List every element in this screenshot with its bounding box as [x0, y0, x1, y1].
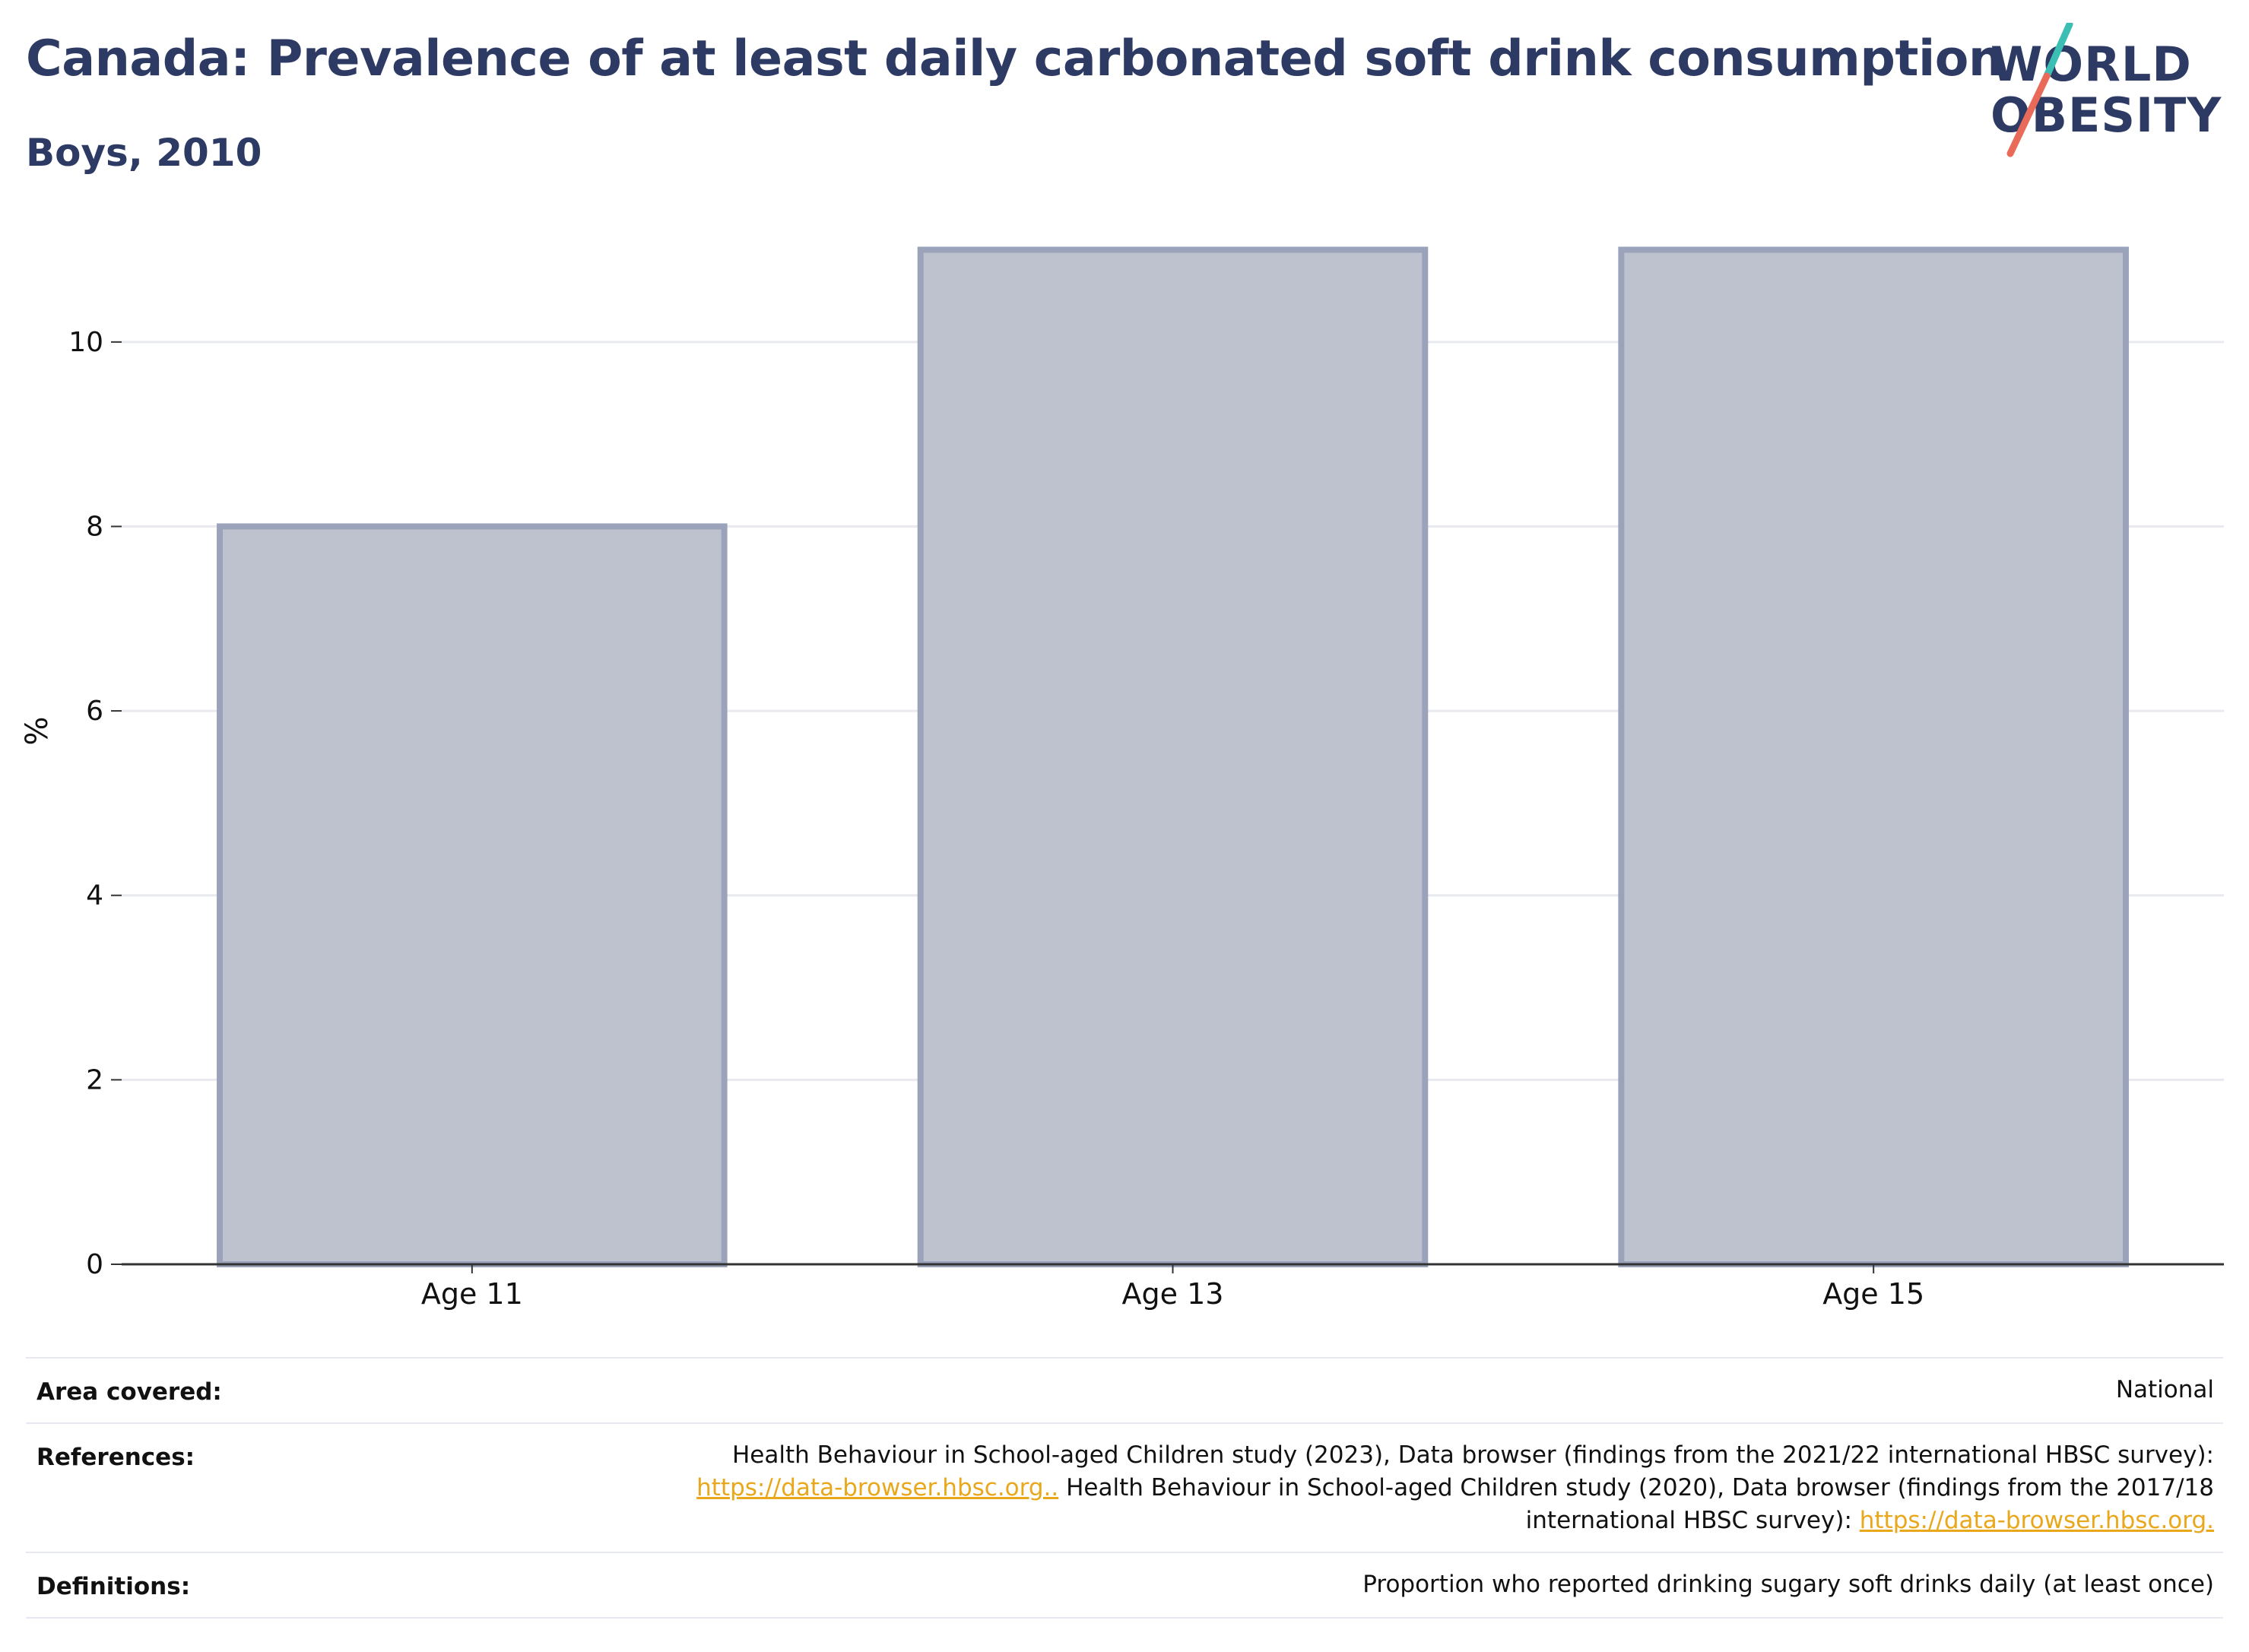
y-tick-label: 10 [68, 327, 103, 358]
y-axis-label: % [20, 716, 55, 745]
x-axis-ticks: Age 11 Age 13 Age 15 [421, 1264, 1924, 1311]
chart-subtitle: Boys, 2010 [26, 131, 262, 175]
bar-chart: 0 2 4 6 8 10 Age 11 Age 13 Age 15 % [20, 246, 2224, 1311]
chart-title: Canada: Prevalence of at least daily car… [26, 30, 2003, 87]
y-axis-ticks: 0 2 4 6 8 10 [68, 327, 122, 1280]
references-link-2[interactable]: https://data-browser.hbsc.org. [1859, 1507, 2214, 1534]
references-link-1[interactable]: https://data-browser.hbsc.org.. [696, 1474, 1059, 1501]
references-value: Health Behaviour in School-aged Children… [26, 1424, 2223, 1537]
x-tick-label: Age 11 [421, 1277, 523, 1311]
y-tick-label: 2 [86, 1064, 103, 1096]
references-text-2: Health Behaviour in School-aged Children… [1058, 1474, 2214, 1501]
y-tick-label: 4 [86, 880, 103, 912]
info-row-area: Area covered: National [26, 1357, 2223, 1422]
info-table: Area covered: National References: Healt… [26, 1357, 2223, 1619]
definitions-label: Definitions: [36, 1573, 191, 1600]
y-tick-label: 6 [86, 696, 103, 727]
bar-age-13 [917, 246, 1429, 1267]
y-tick-label: 8 [86, 511, 103, 542]
bar-age-15 [1618, 246, 2129, 1267]
x-tick-label: Age 15 [1822, 1277, 1924, 1311]
info-row-references: References: Health Behaviour in School-a… [26, 1422, 2223, 1552]
references-text-3: international HBSC survey): [1525, 1507, 1860, 1534]
definitions-value: Proportion who reported drinking sugary … [1362, 1571, 2214, 1598]
logo-line-1: WORLD [1990, 36, 2192, 92]
bar-age-11 [217, 523, 728, 1267]
y-tick-label: 0 [86, 1249, 103, 1280]
x-tick-label: Age 13 [1122, 1277, 1224, 1311]
bars [217, 246, 2129, 1267]
references-label: References: [36, 1444, 195, 1471]
world-obesity-logo: WORLD OBESITY [1984, 23, 2235, 160]
area-label: Area covered: [36, 1378, 222, 1406]
references-text-1: Health Behaviour in School-aged Children… [732, 1441, 2214, 1469]
logo-slash-icon [2006, 23, 2073, 157]
info-row-definitions: Definitions: Proportion who reported dri… [26, 1552, 2223, 1619]
area-value: National [2115, 1376, 2214, 1403]
